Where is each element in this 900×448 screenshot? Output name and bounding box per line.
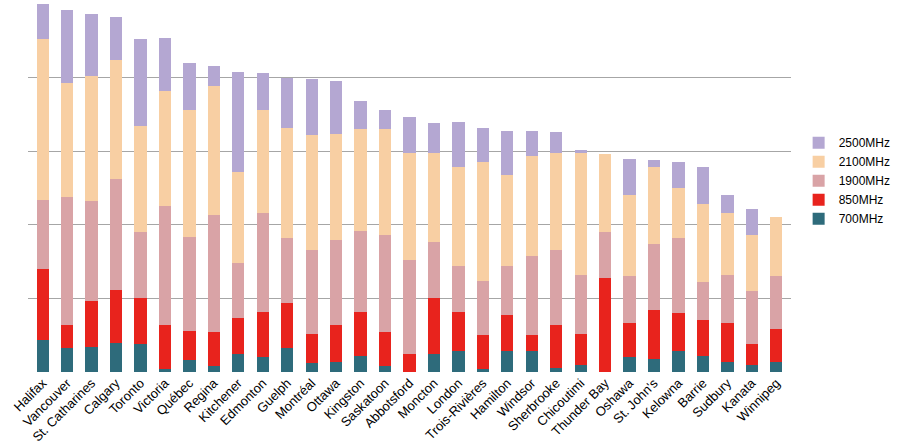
svg-text:Victoria: Victoria bbox=[131, 375, 173, 417]
svg-text:Sudbury: Sudbury bbox=[689, 375, 734, 420]
svg-text:Vancouver: Vancouver bbox=[20, 375, 74, 429]
svg-text:Regina: Regina bbox=[181, 375, 221, 415]
svg-text:Oshawa: Oshawa bbox=[592, 375, 637, 420]
svg-text:Guelph: Guelph bbox=[254, 376, 294, 416]
svg-text:Winnipeg: Winnipeg bbox=[734, 376, 783, 425]
svg-text:Halifax: Halifax bbox=[11, 375, 50, 414]
svg-text:Toronto: Toronto bbox=[106, 376, 147, 417]
svg-text:Kelowna: Kelowna bbox=[639, 375, 685, 421]
svg-text:St. John's: St. John's bbox=[610, 375, 661, 426]
svg-text:Montréal: Montréal bbox=[272, 376, 318, 422]
svg-text:Kingston: Kingston bbox=[321, 376, 367, 422]
svg-text:700MHz: 700MHz bbox=[839, 212, 884, 226]
svg-text:Abbotsford: Abbotsford bbox=[361, 376, 416, 431]
svg-text:Chicoutimi: Chicoutimi bbox=[534, 376, 588, 430]
svg-text:Barrie: Barrie bbox=[675, 376, 710, 411]
svg-text:Kitchener: Kitchener bbox=[196, 375, 246, 425]
svg-text:Ottawa: Ottawa bbox=[303, 375, 343, 415]
svg-text:1900MHz: 1900MHz bbox=[839, 174, 890, 188]
svg-text:London: London bbox=[424, 376, 465, 417]
svg-text:Windsor: Windsor bbox=[494, 375, 539, 420]
svg-text:Kanata: Kanata bbox=[719, 375, 759, 415]
svg-text:Edmonton: Edmonton bbox=[217, 376, 270, 429]
svg-text:Saskatoon: Saskatoon bbox=[338, 376, 392, 430]
svg-text:Moncton: Moncton bbox=[395, 376, 441, 422]
svg-text:Calgary: Calgary bbox=[80, 375, 123, 418]
svg-text:Québec: Québec bbox=[153, 375, 196, 418]
svg-text:Trois-Rivières: Trois-Rivières bbox=[423, 375, 490, 442]
svg-text:Hamilton: Hamilton bbox=[467, 376, 514, 423]
svg-text:2500MHz: 2500MHz bbox=[839, 136, 890, 150]
svg-text:850MHz: 850MHz bbox=[839, 193, 884, 207]
svg-text:Thunder Bay: Thunder Bay bbox=[549, 375, 613, 439]
svg-text:Sherbrooke: Sherbrooke bbox=[505, 376, 563, 434]
svg-text:2100MHz: 2100MHz bbox=[839, 155, 890, 169]
svg-text:St. Catharines: St. Catharines bbox=[29, 375, 98, 444]
